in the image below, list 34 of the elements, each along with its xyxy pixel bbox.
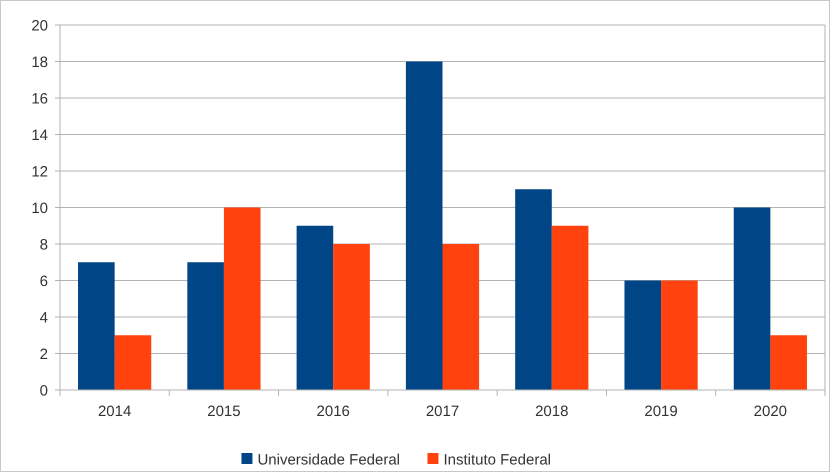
bar	[661, 280, 698, 390]
x-tick-label: 2014	[98, 403, 132, 420]
y-tick-label: 16	[31, 90, 48, 108]
y-tick-label: 10	[31, 200, 48, 217]
y-tick-label: 6	[40, 272, 48, 290]
bar	[78, 262, 115, 390]
y-tick-label: 14	[31, 126, 48, 144]
x-tick-label: 2016	[316, 403, 350, 420]
x-tick-label: 2017	[426, 403, 460, 420]
bar	[296, 226, 334, 390]
y-tick-label: 2	[40, 346, 48, 363]
y-tick-label: 4	[40, 309, 48, 326]
legend-label: Universidade Federal	[257, 451, 400, 468]
y-tick-label: 0	[40, 382, 48, 400]
bar	[224, 208, 261, 390]
x-tick-label: 2019	[644, 403, 678, 420]
y-tick-label: 18	[31, 54, 48, 71]
bar	[333, 244, 370, 390]
bar	[624, 280, 662, 390]
y-tick-label: 12	[31, 163, 48, 180]
x-tick-label: 2020	[754, 403, 788, 420]
x-tick-label: 2015	[207, 403, 241, 420]
x-tick-label: 2018	[535, 403, 568, 420]
bar	[552, 226, 588, 390]
bar	[770, 335, 807, 390]
bar	[734, 208, 770, 390]
legend-label: Instituto Federal	[443, 451, 552, 468]
y-tick-label: 20	[31, 17, 48, 34]
bar	[442, 244, 480, 390]
y-tick-label: 8	[40, 236, 48, 254]
bar	[114, 335, 152, 390]
bar	[515, 189, 552, 390]
bar	[187, 262, 224, 390]
bar	[406, 62, 442, 390]
